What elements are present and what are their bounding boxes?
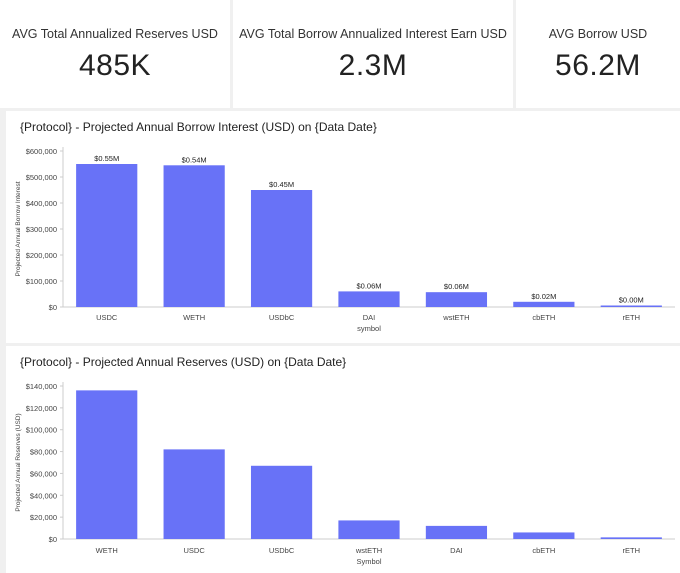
y-tick-label: $140,000 [26,382,57,391]
bar-USDC [163,449,225,539]
data-label: $0.00M [619,296,644,305]
bar-USDbC [250,465,313,539]
y-tick-label: $120,000 [26,404,57,413]
data-label: $0.55M [94,154,119,163]
x-tick-label: wstETH [355,546,382,555]
x-tick-label: DAI [450,546,463,555]
y-tick-label: $20,000 [30,513,57,522]
x-tick-label: rETH [623,546,641,555]
borrow-interest-chart-panel: {Protocol} - Projected Annual Borrow Int… [6,111,680,343]
data-label: $0.06M [356,281,381,290]
y-tick-label: $40,000 [30,491,57,500]
bar-cbETH [513,301,575,307]
kpi-label: AVG Borrow USD [548,27,648,41]
y-tick-label: $500,000 [26,173,57,182]
borrow-interest-bar-chart: $0 $100,000 $200,000 $300,000 $400,000 $500,0… [15,147,675,333]
bar-DAI [425,525,488,539]
kpi-value: 485K [78,49,152,82]
bar-WETH [76,390,138,539]
y-tick-label: $100,000 [26,277,57,286]
x-axis-title: symbol [357,324,381,333]
chart-title: {Protocol} - Projected Annual Reserves (… [20,355,347,369]
x-tick-label: cbETH [532,313,555,322]
data-label: $0.45M [269,180,294,189]
x-tick-label: USDC [96,313,118,322]
x-tick-label: DAI [363,313,376,322]
y-tick-label: $100,000 [26,426,57,435]
x-axis-title: Symbol [356,557,381,566]
data-label: $0.06M [444,282,469,291]
reserves-bar-chart: $0 $20,000 $40,000 $60,000 $80,000 $100,000 $1… [15,382,675,566]
data-label: $0.54M [182,155,207,164]
kpi-label: AVG Total Borrow Annualized Interest Ear… [239,27,507,41]
x-tick-label: USDbC [269,313,295,322]
x-tick-label: rETH [623,313,641,322]
x-tick-label: wstETH [442,313,469,322]
bar-WETH [163,165,225,307]
kpi-card-avg-total-borrow-interest: AVG Total Borrow Annualized Interest Ear… [233,0,513,108]
reserves-chart-panel: {Protocol} - Projected Annual Reserves (… [6,346,680,573]
y-tick-label: $80,000 [30,448,57,457]
x-tick-label: USDC [184,546,206,555]
bar-rETH [600,537,662,539]
bar-cbETH [513,532,575,539]
bar-rETH [600,305,662,307]
y-tick-label: $400,000 [26,199,57,208]
y-tick-label: $0 [49,535,57,544]
y-axis-title: Projected Annual Borrow Interest [15,181,22,276]
bar-wstETH [425,292,488,307]
bar-DAI [338,291,400,307]
y-tick-label: $300,000 [26,225,57,234]
x-tick-label: WETH [183,313,205,322]
x-tick-label: cbETH [532,546,555,555]
x-tick-label: USDbC [269,546,295,555]
kpi-label: AVG Total Annualized Reserves USD [12,27,218,41]
y-tick-label: $600,000 [26,147,57,156]
kpi-card-avg-total-annualized-reserves: AVG Total Annualized Reserves USD 485K [0,0,230,108]
y-tick-label: $200,000 [26,251,57,260]
chart-title: {Protocol} - Projected Annual Borrow Int… [20,120,377,134]
kpi-value: 56.2M [555,49,641,82]
y-axis-title: Projected Annual Reserves (USD) [15,413,22,511]
bar-wstETH [338,520,400,539]
bar-USDbC [250,190,313,307]
kpi-value: 2.3M [338,49,408,82]
y-tick-label: $0 [49,303,57,312]
data-label: $0.02M [531,292,556,301]
y-tick-label: $60,000 [30,469,57,478]
bar-USDC [76,164,138,307]
kpi-card-avg-borrow: AVG Borrow USD 56.2M [516,0,680,108]
x-tick-label: WETH [96,546,118,555]
